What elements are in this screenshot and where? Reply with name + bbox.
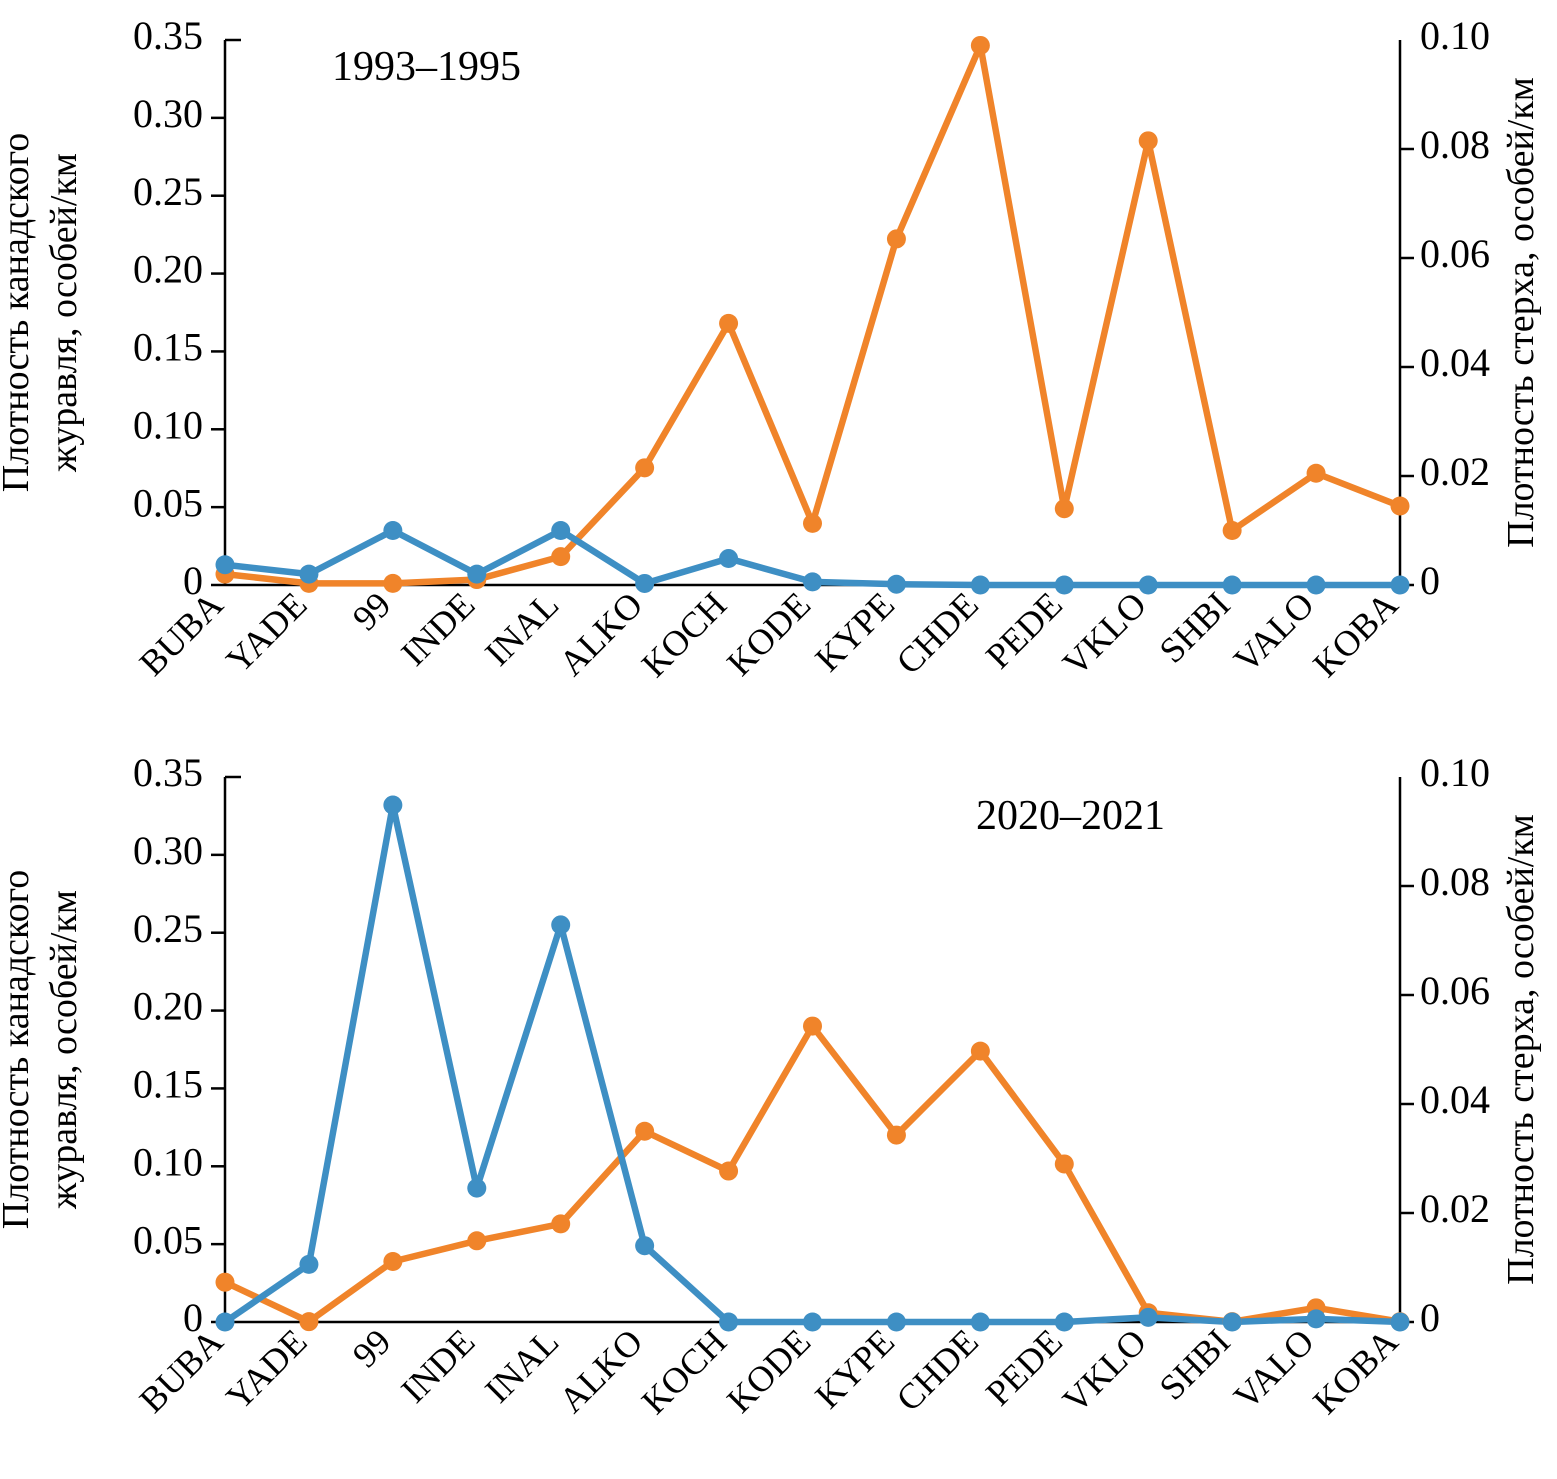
svg-text:0.30: 0.30 [133, 91, 203, 136]
svg-text:Плотность канадского: Плотность канадского [0, 133, 37, 492]
svg-text:0.04: 0.04 [1420, 1077, 1490, 1122]
svg-text:0.05: 0.05 [133, 1217, 203, 1262]
svg-text:0: 0 [1420, 1295, 1440, 1340]
svg-text:0.30: 0.30 [133, 828, 203, 873]
svg-text:0.06: 0.06 [1420, 231, 1490, 276]
svg-text:0.35: 0.35 [133, 750, 203, 795]
svg-text:0.15: 0.15 [133, 325, 203, 370]
svg-text:0.35: 0.35 [133, 13, 203, 58]
svg-text:1993–1995: 1993–1995 [332, 44, 521, 90]
svg-text:Плотность стерха, особей/км: Плотность стерха, особей/км [1500, 814, 1542, 1285]
svg-text:0.08: 0.08 [1420, 859, 1490, 904]
svg-text:0.04: 0.04 [1420, 340, 1490, 385]
svg-text:0.10: 0.10 [1420, 13, 1490, 58]
svg-text:0.02: 0.02 [1420, 1186, 1490, 1231]
svg-text:0.25: 0.25 [133, 169, 203, 214]
svg-text:0.25: 0.25 [133, 906, 203, 951]
svg-text:0.20: 0.20 [133, 984, 203, 1029]
svg-text:0.06: 0.06 [1420, 968, 1490, 1013]
svg-text:0: 0 [1420, 558, 1440, 603]
svg-text:Плотность канадского: Плотность канадского [0, 870, 37, 1229]
svg-text:журавля, особей/км: журавля, особей/км [43, 890, 85, 1210]
svg-text:Плотность стерха, особей/км: Плотность стерха, особей/км [1500, 77, 1542, 548]
svg-text:2020–2021: 2020–2021 [976, 793, 1165, 839]
svg-text:0.10: 0.10 [133, 402, 203, 447]
svg-text:0.05: 0.05 [133, 480, 203, 525]
svg-text:0.10: 0.10 [1420, 750, 1490, 795]
svg-text:журавля, особей/км: журавля, особей/км [43, 153, 85, 473]
svg-text:0.15: 0.15 [133, 1062, 203, 1107]
svg-text:0.02: 0.02 [1420, 449, 1490, 494]
svg-text:0.20: 0.20 [133, 247, 203, 292]
svg-text:0.10: 0.10 [133, 1139, 203, 1184]
svg-text:0.08: 0.08 [1420, 122, 1490, 167]
